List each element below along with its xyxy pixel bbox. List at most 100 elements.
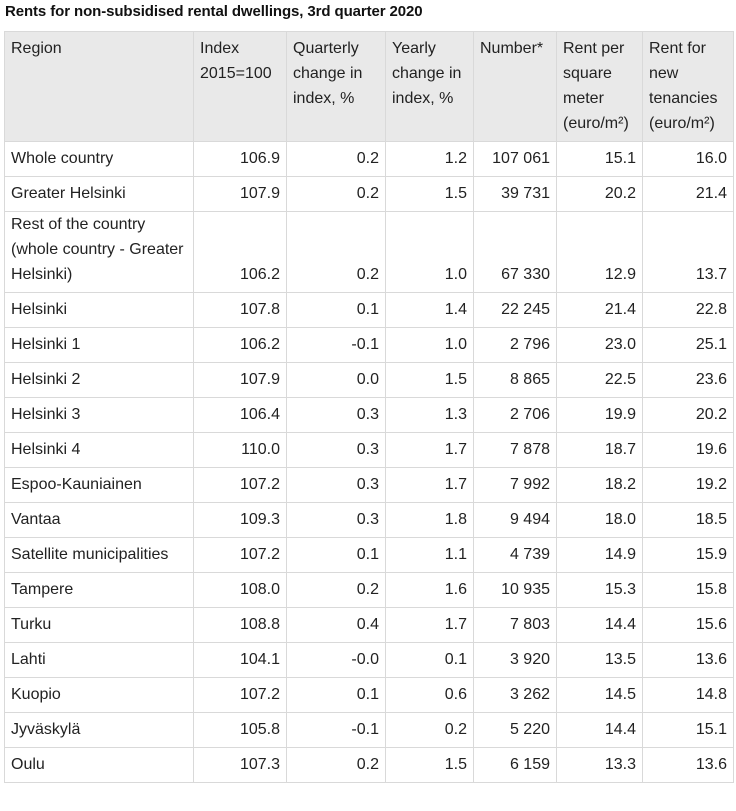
table-row: Helsinki 3 106.4 0.3 1.3 2 706 19.9 20.2: [4, 397, 734, 433]
cell-rent-new-tenancies: 15.6: [642, 607, 734, 643]
table-row: Greater Helsinki 107.9 0.2 1.5 39 731 20.2 21.…: [4, 176, 734, 212]
cell-rent-new-tenancies: 15.9: [642, 537, 734, 573]
header-number: Number*: [473, 31, 557, 142]
cell-rent-per-sqm: 22.5: [556, 362, 643, 398]
cell-index: 104.1: [193, 642, 287, 678]
cell-region: Satellite municipalities: [4, 537, 194, 573]
cell-number: 2 796: [473, 327, 557, 363]
cell-number: 107 061: [473, 141, 557, 177]
cell-rent-per-sqm: 15.3: [556, 572, 643, 608]
cell-quarterly-change: 0.3: [286, 432, 386, 468]
cell-region: Kuopio: [4, 677, 194, 713]
cell-rent-new-tenancies: 19.2: [642, 467, 734, 503]
cell-quarterly-change: 0.3: [286, 502, 386, 538]
cell-quarterly-change: 0.2: [286, 747, 386, 783]
cell-number: 67 330: [473, 211, 557, 293]
cell-yearly-change: 1.7: [385, 607, 474, 643]
cell-rent-per-sqm: 18.2: [556, 467, 643, 503]
cell-number: 7 878: [473, 432, 557, 468]
cell-rent-per-sqm: 13.3: [556, 747, 643, 783]
cell-index: 107.8: [193, 292, 287, 328]
cell-rent-new-tenancies: 13.7: [642, 211, 734, 293]
cell-rent-new-tenancies: 13.6: [642, 642, 734, 678]
cell-quarterly-change: 0.1: [286, 537, 386, 573]
cell-quarterly-change: 0.3: [286, 397, 386, 433]
header-rent-per-sqm: Rent per square meter (euro/m²): [556, 31, 643, 142]
cell-region: Turku: [4, 607, 194, 643]
rent-table: Region Index 2015=100 Quarterly change i…: [4, 31, 734, 783]
cell-rent-new-tenancies: 13.6: [642, 747, 734, 783]
cell-yearly-change: 1.5: [385, 176, 474, 212]
cell-number: 3 262: [473, 677, 557, 713]
table-row: Helsinki 107.8 0.1 1.4 22 245 21.4 22.8: [4, 292, 734, 328]
cell-index: 107.3: [193, 747, 287, 783]
cell-yearly-change: 0.6: [385, 677, 474, 713]
cell-number: 22 245: [473, 292, 557, 328]
cell-index: 105.8: [193, 712, 287, 748]
cell-yearly-change: 1.5: [385, 362, 474, 398]
cell-number: 10 935: [473, 572, 557, 608]
cell-yearly-change: 1.0: [385, 327, 474, 363]
header-quarterly-change: Quarterly change in index, %: [286, 31, 386, 142]
table-row: Espoo-Kauniainen 107.2 0.3 1.7 7 992 18.2 19.2: [4, 467, 734, 503]
cell-rent-per-sqm: 20.2: [556, 176, 643, 212]
cell-rent-new-tenancies: 16.0: [642, 141, 734, 177]
table-row: Whole country 106.9 0.2 1.2 107 061 15.1 16.0: [4, 141, 734, 177]
cell-number: 7 803: [473, 607, 557, 643]
cell-region: Tampere: [4, 572, 194, 608]
cell-rent-new-tenancies: 19.6: [642, 432, 734, 468]
cell-region: Whole country: [4, 141, 194, 177]
table-row: Satellite municipalities 107.2 0.1 1.1 4 739…: [4, 537, 734, 573]
header-rent-new-tenancies: Rent for new tenancies (euro/m²): [642, 31, 734, 142]
cell-rent-new-tenancies: 22.8: [642, 292, 734, 328]
cell-rent-per-sqm: 13.5: [556, 642, 643, 678]
cell-number: 8 865: [473, 362, 557, 398]
cell-number: 3 920: [473, 642, 557, 678]
cell-rent-new-tenancies: 14.8: [642, 677, 734, 713]
cell-number: 7 992: [473, 467, 557, 503]
cell-index: 106.9: [193, 141, 287, 177]
cell-index: 107.9: [193, 362, 287, 398]
table-title: Rents for non-subsidised rental dwelling…: [5, 3, 423, 20]
table-row: Jyväskylä 105.8 -0.1 0.2 5 220 14.4 15.1: [4, 712, 734, 748]
cell-rent-new-tenancies: 20.2: [642, 397, 734, 433]
cell-rent-per-sqm: 14.4: [556, 607, 643, 643]
cell-region: Rest of the country (whole country - Gre…: [4, 211, 194, 293]
cell-quarterly-change: 0.2: [286, 141, 386, 177]
cell-number: 39 731: [473, 176, 557, 212]
cell-number: 4 739: [473, 537, 557, 573]
cell-region: Helsinki 3: [4, 397, 194, 433]
cell-region: Helsinki 2: [4, 362, 194, 398]
cell-rent-per-sqm: 21.4: [556, 292, 643, 328]
header-index: Index 2015=100: [193, 31, 287, 142]
table-row: Turku 108.8 0.4 1.7 7 803 14.4 15.6: [4, 607, 734, 643]
cell-region: Helsinki 4: [4, 432, 194, 468]
cell-rent-per-sqm: 19.9: [556, 397, 643, 433]
cell-index: 108.8: [193, 607, 287, 643]
cell-rent-new-tenancies: 15.1: [642, 712, 734, 748]
cell-number: 5 220: [473, 712, 557, 748]
cell-region: Jyväskylä: [4, 712, 194, 748]
table-row: Vantaa 109.3 0.3 1.8 9 494 18.0 18.5: [4, 502, 734, 538]
cell-quarterly-change: 0.4: [286, 607, 386, 643]
cell-yearly-change: 1.2: [385, 141, 474, 177]
cell-rent-per-sqm: 14.5: [556, 677, 643, 713]
table-row: Oulu 107.3 0.2 1.5 6 159 13.3 13.6: [4, 747, 734, 783]
table-row: Lahti 104.1 -0.0 0.1 3 920 13.5 13.6: [4, 642, 734, 678]
cell-rent-new-tenancies: 18.5: [642, 502, 734, 538]
table-row: Tampere 108.0 0.2 1.6 10 935 15.3 15.8: [4, 572, 734, 608]
cell-quarterly-change: 0.2: [286, 211, 386, 293]
cell-rent-new-tenancies: 23.6: [642, 362, 734, 398]
cell-rent-new-tenancies: 25.1: [642, 327, 734, 363]
cell-index: 106.4: [193, 397, 287, 433]
header-region: Region: [4, 31, 194, 142]
cell-rent-new-tenancies: 15.8: [642, 572, 734, 608]
cell-rent-per-sqm: 18.0: [556, 502, 643, 538]
table-body: Whole country 106.9 0.2 1.2 107 061 15.1 16.0 G…: [4, 141, 734, 783]
header-row: Region Index 2015=100 Quarterly change i…: [4, 31, 734, 142]
header-yearly-change: Yearly change in index, %: [385, 31, 474, 142]
table-row: Helsinki 2 107.9 0.0 1.5 8 865 22.5 23.6: [4, 362, 734, 398]
cell-yearly-change: 1.7: [385, 467, 474, 503]
cell-quarterly-change: 0.1: [286, 292, 386, 328]
cell-rent-per-sqm: 12.9: [556, 211, 643, 293]
